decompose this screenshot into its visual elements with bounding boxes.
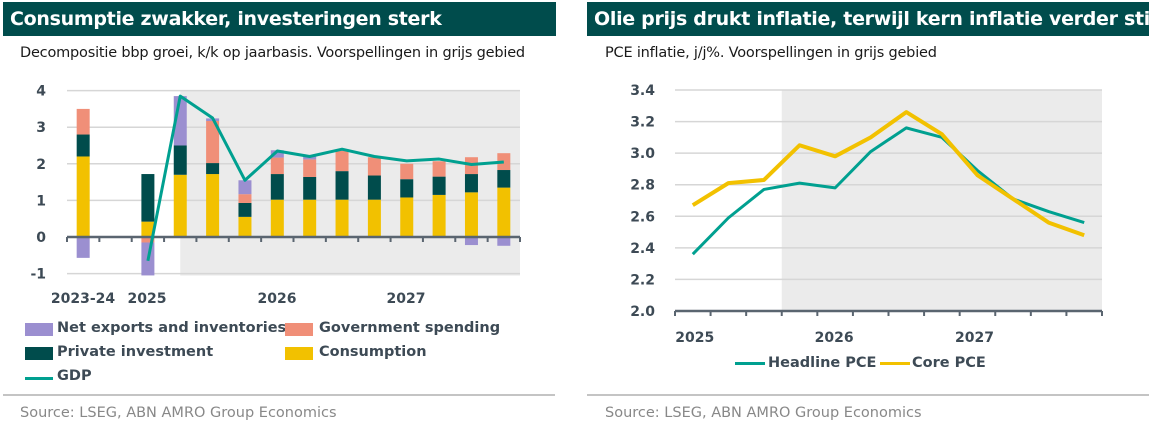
bar-net-exports-and-inventories [270, 150, 284, 158]
legend-swatch-net-exports [25, 323, 53, 336]
bar-government-spending [367, 157, 381, 176]
x-tick-label: 2027 [387, 291, 426, 307]
bar-consumption [400, 197, 414, 237]
bar-government-spending [497, 153, 511, 171]
legend-label-consumption: Consumption [319, 344, 427, 360]
bar-consumption [335, 199, 349, 237]
right-chart-title: Olie prijs drukt inflatie, terwijl kern … [587, 2, 1149, 36]
left-chart-subtitle: Decompositie bbp groei, k/k op jaarbasis… [20, 45, 525, 61]
bar-government-spending [238, 194, 252, 203]
bar-private-investment [270, 174, 284, 200]
bar-net-exports-and-inventories [464, 237, 478, 246]
pce-inflation-panel: Olie prijs drukt inflatie, terwijl kern … [587, 0, 1149, 427]
bar-private-investment [141, 174, 155, 222]
bar-government-spending [432, 161, 446, 177]
bar-private-investment [464, 174, 478, 193]
left-chart-title: Consumptie zwakker, investeringen sterk [3, 2, 556, 36]
left-source-note: Source: LSEG, ABN AMRO Group Economics [20, 405, 337, 421]
bar-private-investment [497, 170, 511, 188]
bar-consumption [432, 194, 446, 237]
right-chart-subtitle: PCE inflatie, j/j%. Voorspellingen in gr… [605, 45, 937, 61]
legend-label-headline-pce: Headline PCE [768, 355, 877, 371]
gdp-line [146, 94, 504, 262]
bar-government-spending [335, 150, 349, 172]
legend-swatch-private-investment [25, 347, 53, 360]
bar-net-exports-and-inventories [497, 237, 511, 246]
legend-label-government-spending: Government spending [319, 320, 501, 336]
y-tick-label: 2 [36, 157, 46, 173]
bar-net-exports-and-inventories [76, 237, 90, 258]
bar-government-spending [270, 157, 284, 175]
bar-government-spending [400, 163, 414, 180]
left-source-divider [3, 394, 555, 396]
bar-private-investment [173, 145, 187, 175]
bar-consumption [303, 199, 317, 237]
legend-swatch-gdp-line [25, 377, 53, 380]
x-tick-label: 2023-24 [51, 291, 116, 307]
bar-government-spending [206, 120, 220, 164]
bar-private-investment [432, 176, 446, 195]
bar-consumption [76, 156, 90, 237]
legend-swatch-core-pce [880, 362, 910, 365]
y-tick-label: 1 [36, 193, 46, 209]
bar-consumption [464, 192, 478, 237]
gdp-decomposition-chart: -1 0 1 2 3 4 2023-24 2025 2026 2027 [30, 84, 521, 307]
bar-government-spending [303, 159, 317, 177]
y-tick-label: -1 [30, 267, 46, 283]
y-tick-label: 3 [36, 120, 46, 136]
y-tick-label: 4 [36, 84, 46, 100]
bar-private-investment [206, 163, 220, 175]
legend-label-gdp: GDP [57, 368, 92, 384]
bar-consumption [270, 199, 284, 237]
gdp-decomposition-panel: Consumptie zwakker, investeringen sterk … [0, 0, 556, 427]
legend-swatch-consumption [285, 347, 313, 360]
legend-label-core-pce: Core PCE [912, 355, 986, 371]
bar-consumption [173, 174, 187, 237]
right-source-divider [587, 394, 1149, 396]
x-tick-label: 2025 [128, 291, 167, 307]
bar-private-investment [400, 179, 414, 198]
bar-government-spending [76, 108, 90, 135]
y-tick-label: 0 [36, 230, 46, 246]
bar-consumption [238, 216, 252, 237]
bar-consumption [367, 199, 381, 237]
x-tick-label: 2026 [258, 291, 297, 307]
bar-private-investment [238, 202, 252, 217]
legend-swatch-government-spending [285, 323, 313, 336]
bar-consumption [497, 187, 511, 237]
forecast-shade [180, 90, 520, 276]
bar-private-investment [367, 175, 381, 200]
bar-private-investment [76, 134, 90, 157]
bar-consumption [206, 174, 220, 237]
legend-label-private-investment: Private investment [57, 344, 214, 360]
legend-label-net-exports: Net exports and inventories [57, 320, 287, 336]
bar-government-spending [141, 237, 155, 243]
bar-private-investment [335, 171, 349, 200]
bar-private-investment [303, 176, 317, 200]
bar-net-exports-and-inventories [238, 180, 252, 195]
right-source-note: Source: LSEG, ABN AMRO Group Economics [605, 405, 922, 421]
bar-consumption [141, 221, 155, 237]
legend-swatch-headline-pce [735, 362, 765, 365]
